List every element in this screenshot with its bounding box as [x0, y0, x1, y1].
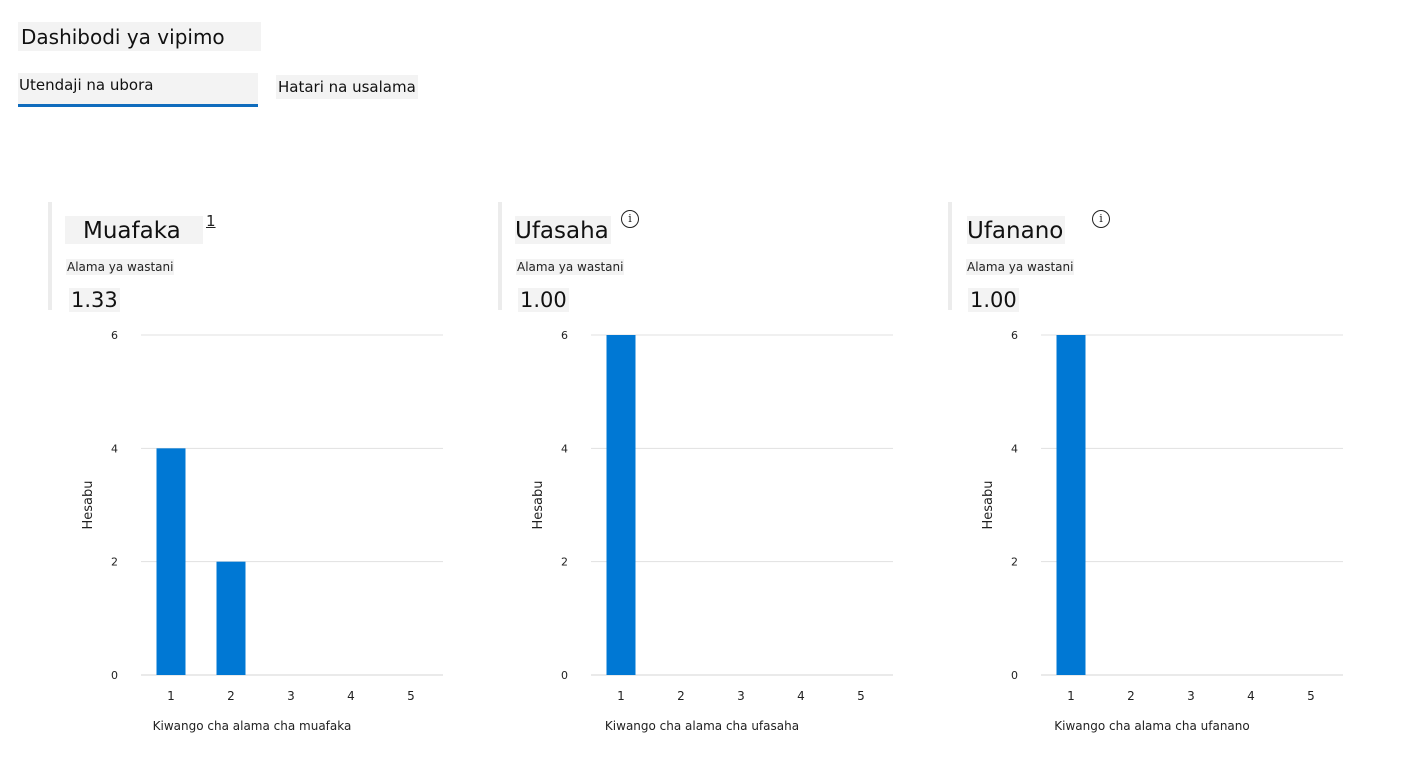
y-tick-label: 4 — [561, 442, 568, 455]
bar — [216, 561, 246, 675]
bar — [1056, 335, 1086, 675]
card-accent-bar — [48, 202, 52, 310]
x-tick-label: 5 — [1307, 689, 1315, 703]
x-tick-label: 4 — [1247, 689, 1255, 703]
x-axis-label: Kiwango cha alama cha muafaka — [153, 719, 352, 733]
average-score-label: Alama ya wastani — [966, 259, 1075, 275]
x-tick-label: 1 — [1067, 689, 1075, 703]
y-tick-label: 6 — [1011, 329, 1018, 342]
tab-label: Hatari na usalama — [278, 78, 416, 96]
tab-performance-quality[interactable]: Utendaji na ubora — [18, 73, 258, 107]
x-axis-label: Kiwango cha alama cha ufanano — [1054, 719, 1249, 733]
x-tick-label: 1 — [167, 689, 175, 703]
metric-title: Ufanano — [967, 216, 1066, 244]
y-tick-label: 0 — [1011, 669, 1018, 682]
y-tick-label: 6 — [111, 329, 118, 342]
x-tick-label: 4 — [797, 689, 805, 703]
x-tick-label: 3 — [287, 689, 295, 703]
y-axis-label: Hesabu — [981, 480, 996, 529]
card-accent-bar — [948, 202, 952, 310]
info-icon[interactable]: i — [1092, 210, 1110, 228]
score-distribution-chart: 0 2 4 6 1 2 3 4 5 Kiwango cha alama cha ufasaha He… — [531, 329, 893, 733]
y-tick-label: 4 — [111, 442, 118, 455]
tab-risk-safety[interactable]: Hatari na usalama — [276, 75, 418, 99]
y-axis-label: Hesabu — [531, 480, 546, 529]
info-icon[interactable]: i — [621, 210, 639, 228]
y-tick-label: 2 — [561, 556, 568, 569]
x-tick-label: 5 — [407, 689, 415, 703]
x-tick-label: 5 — [857, 689, 865, 703]
x-tick-label: 4 — [347, 689, 355, 703]
y-tick-label: 0 — [111, 669, 118, 682]
x-tick-label: 3 — [1187, 689, 1195, 703]
bar — [606, 335, 636, 675]
score-distribution-chart: 0 2 4 6 1 2 3 4 5 Kiwango cha alama cha muafaka He… — [81, 329, 443, 733]
metric-title-suffix: 1 — [206, 212, 216, 230]
y-tick-label: 2 — [111, 556, 118, 569]
y-tick-label: 2 — [1011, 556, 1018, 569]
metric-card-ufasaha: Ufasaha i Alama ya wastani 1.00 0 2 4 6 1 2 3 4… — [498, 202, 948, 742]
y-tick-label: 0 — [561, 669, 568, 682]
average-score-value: 1.00 — [968, 288, 1019, 312]
y-tick-label: 6 — [561, 329, 568, 342]
metric-title: Muafaka — [65, 216, 203, 244]
score-distribution-chart: 0 2 4 6 1 2 3 4 5 Kiwango cha alama cha ufanano He… — [981, 329, 1343, 733]
x-tick-label: 3 — [737, 689, 745, 703]
card-accent-bar — [498, 202, 502, 310]
y-tick-label: 4 — [1011, 442, 1018, 455]
tab-label: Utendaji na ubora — [19, 76, 154, 94]
y-axis-label: Hesabu — [81, 480, 96, 529]
average-score-value: 1.33 — [69, 288, 120, 312]
x-tick-label: 2 — [1127, 689, 1135, 703]
page-title: Dashibodi ya vipimo — [18, 22, 261, 51]
average-score-label: Alama ya wastani — [66, 259, 175, 275]
bar — [156, 448, 186, 675]
metric-card-ufanano: Ufanano i Alama ya wastani 1.00 0 2 4 6 1 2 3 4… — [948, 202, 1398, 742]
metric-card-muafaka: Muafaka 1 Alama ya wastani 1.33 0 2 4 6 1 2 3 4… — [48, 202, 498, 742]
x-tick-label: 2 — [227, 689, 235, 703]
average-score-value: 1.00 — [518, 288, 569, 312]
active-tab-indicator — [18, 104, 258, 107]
x-tick-label: 2 — [677, 689, 685, 703]
x-tick-label: 1 — [617, 689, 625, 703]
metric-title: Ufasaha — [515, 216, 611, 244]
x-axis-label: Kiwango cha alama cha ufasaha — [605, 719, 799, 733]
average-score-label: Alama ya wastani — [516, 259, 625, 275]
